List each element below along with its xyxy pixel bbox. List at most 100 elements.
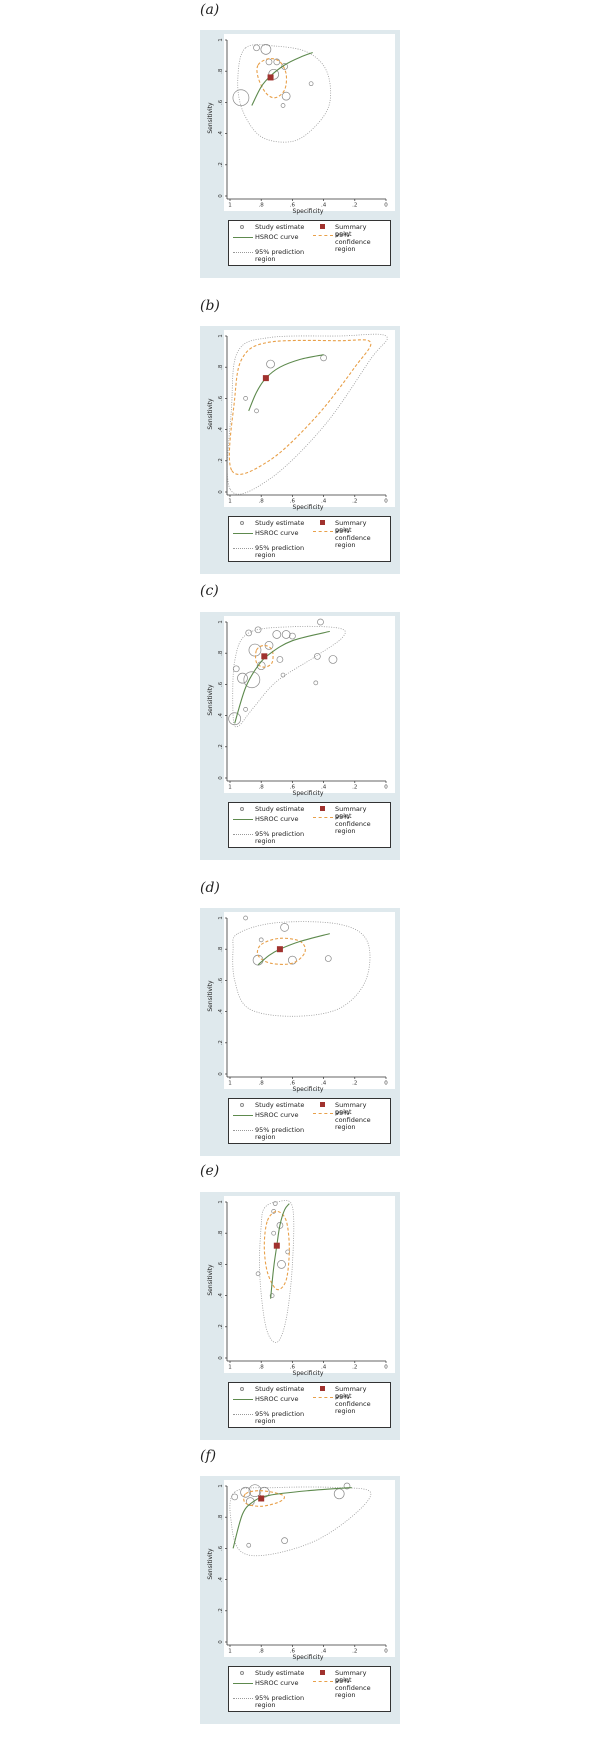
study-estimate-marker [258, 937, 264, 943]
prediction-region [232, 921, 371, 1017]
x-tick-label: .6 [290, 203, 296, 209]
x-tick-label: .6 [290, 1081, 296, 1087]
prediction-region-mark [233, 834, 253, 835]
summary-point-swatch [311, 1670, 335, 1678]
plot-area [224, 34, 395, 211]
y-tick-label: 0 [218, 1356, 224, 1360]
legend-confidence-region: 95% confidence region [335, 1677, 371, 1699]
study-estimate-marker [240, 1486, 251, 1498]
summary-point-marker [261, 653, 268, 660]
prediction-region-swatch [231, 249, 255, 257]
y-tick-label: 1 [218, 1200, 224, 1204]
x-tick-label: .8 [259, 785, 265, 791]
y-tick-label: .8 [218, 68, 224, 74]
sroc-panel: 0 .2 .4 .6 .8 1 1 .8 .6 .4 .2 0 Specificity Sensitivi… [200, 908, 400, 1156]
x-axis-label: Specificity [293, 1654, 324, 1661]
legend-summary-point: Summary point [335, 223, 367, 238]
study-estimate-marker [232, 89, 250, 107]
study-estimate-mark [240, 807, 244, 811]
confidence-region [263, 1210, 290, 1291]
study-estimate-marker [272, 630, 282, 639]
legend-summary-point: Summary point [335, 1385, 367, 1400]
legend-confidence-region: 95% confidence region [335, 813, 371, 835]
x-tick-label: 0 [384, 785, 388, 791]
study-estimate-marker [313, 680, 319, 686]
x-axis-label: Specificity [293, 208, 324, 215]
x-tick-label: .8 [259, 1365, 265, 1371]
y-axis-label: Sensitivity [207, 684, 214, 716]
summary-point-swatch [311, 1386, 335, 1394]
summary-point-mark [320, 1386, 325, 1391]
study-estimate-swatch [231, 520, 255, 528]
y-tick-label: .2 [218, 162, 224, 167]
prediction-region-mark [233, 548, 253, 549]
y-tick-label: .2 [218, 1608, 224, 1613]
summary-point-marker [262, 375, 269, 382]
y-tick-label: .2 [218, 1040, 224, 1045]
legend: Study estimate Summary point HSROC curve 95… [228, 220, 391, 266]
sroc-plot: 0 .2 .4 .6 .8 1 1 .8 .6 .4 .2 0 Specificity Sensitivi… [207, 616, 395, 797]
confidence-region-swatch [311, 1394, 335, 1402]
study-estimate-mark [240, 521, 244, 525]
legend-item: HSROC curve [231, 1112, 305, 1120]
confidence-region-mark [313, 1681, 333, 1682]
study-estimate-swatch [231, 1386, 255, 1394]
study-estimate-marker [280, 923, 289, 932]
y-tick-label: .4 [218, 1008, 224, 1014]
legend-item: Study estimate [231, 1670, 305, 1678]
study-estimate-marker [277, 1260, 286, 1269]
legend-hsroc-curve: HSROC curve [255, 1395, 299, 1403]
confidence-region-swatch [311, 1678, 335, 1686]
study-estimate-marker [280, 672, 286, 678]
prediction-region-swatch [231, 1695, 255, 1703]
confidence-region [228, 339, 372, 475]
confidence-region [254, 644, 274, 668]
x-axis-label: Specificity [293, 1370, 324, 1377]
hsroc-curve-mark [233, 819, 253, 820]
plot-area [224, 1196, 395, 1373]
legend: Study estimate Summary point HSROC curve 95… [228, 1382, 391, 1428]
summary-point-mark [320, 1102, 325, 1107]
study-estimate-marker [314, 652, 321, 660]
legend-item: Study estimate [231, 1386, 305, 1394]
x-tick-label: .6 [290, 785, 296, 791]
study-estimate-marker [308, 81, 314, 87]
study-estimate-mark [240, 1387, 244, 1391]
study-estimate-marker [276, 656, 284, 663]
study-estimate-marker [281, 91, 291, 101]
legend-item: HSROC curve [231, 530, 305, 538]
study-estimate-swatch [231, 1670, 255, 1678]
study-estimate-marker [281, 630, 291, 639]
y-tick-label: .4 [218, 712, 224, 718]
legend-item: 95% confidence region [311, 1678, 385, 1699]
y-tick-label: 1 [218, 1484, 224, 1488]
x-tick-label: 1 [228, 1649, 232, 1655]
y-axis-label: Sensitivity [207, 398, 214, 430]
summary-point-mark [320, 1670, 325, 1675]
legend-item: Study estimate [231, 224, 305, 232]
prediction-region [232, 625, 346, 728]
y-tick-label: .8 [218, 364, 224, 370]
y-axis-label: Sensitivity [207, 1264, 214, 1296]
summary-point-swatch [311, 224, 335, 232]
sroc-plot: 0 .2 .4 .6 .8 1 1 .8 .6 .4 .2 0 Specificity Sensitivi… [207, 330, 395, 511]
y-tick-label: .6 [218, 681, 224, 687]
legend-study-estimate: Study estimate [255, 519, 305, 527]
legend-confidence-region: 95% confidence region [335, 1109, 371, 1131]
hsroc-curve-mark [233, 1683, 253, 1684]
confidence-region-mark [313, 1397, 333, 1398]
y-tick-label: 0 [218, 194, 224, 198]
y-tick-label: 0 [218, 1640, 224, 1644]
y-tick-label: 0 [218, 490, 224, 494]
y-axis-label: Sensitivity [207, 1548, 214, 1580]
study-estimate-marker [243, 707, 248, 712]
hsroc-curve-mark [233, 1115, 253, 1116]
study-estimate-marker [272, 1201, 278, 1206]
sroc-panel: 0 .2 .4 .6 .8 1 1 .8 .6 .4 .2 0 Specificity Sensitivi… [200, 1192, 400, 1440]
y-tick-label: .2 [218, 744, 224, 749]
sroc-panel: 0 .2 .4 .6 .8 1 1 .8 .6 .4 .2 0 Specificity Sensitivi… [200, 30, 400, 278]
prediction-region-swatch [231, 545, 255, 553]
study-estimate-marker [228, 712, 242, 726]
confidence-region-mark [313, 531, 333, 532]
x-tick-label: 1 [228, 1365, 232, 1371]
